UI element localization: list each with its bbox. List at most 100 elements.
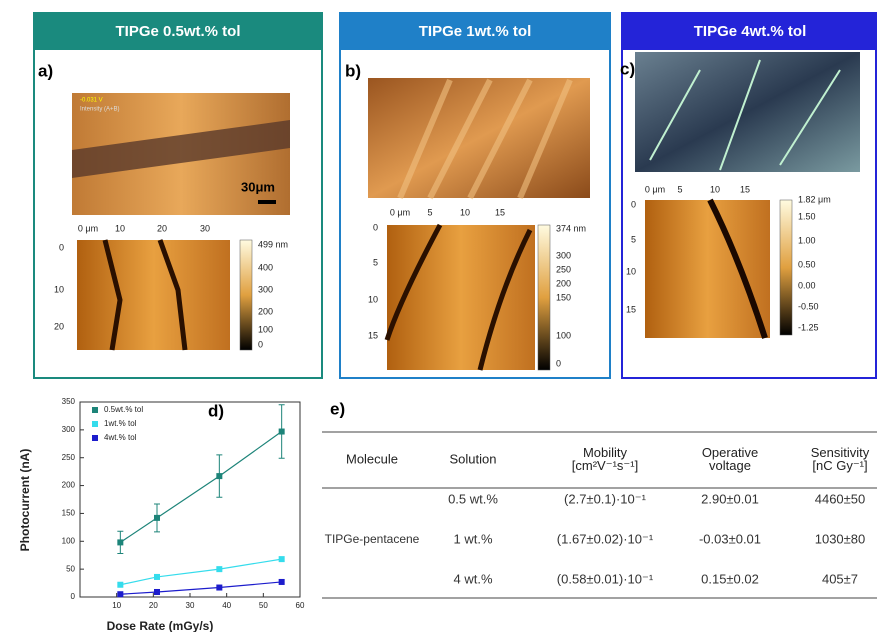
afm-x-label: 10 [115,223,125,233]
table-header: Mobility[cm²V⁻¹s⁻¹] [572,445,638,473]
colorbar-label: 0.00 [798,280,816,290]
y-tick-label: 50 [66,564,75,573]
x-tick-label: 40 [222,601,231,610]
image-text: Intensity (A+B) [80,107,120,113]
panel-label: e) [330,399,345,418]
afm-y-label: 10 [368,294,378,304]
scale-bar [258,200,276,204]
afm-x-label: 10 [460,207,470,217]
colorbar-label: 1.50 [798,211,816,221]
colorbar-label: 400 [258,262,273,272]
colorbar-label: 300 [258,284,273,294]
y-tick-label: 150 [62,509,76,518]
colorbar-label: 200 [258,306,273,316]
marker [154,589,160,595]
colorbar-label: 100 [556,330,571,340]
colorbar-label: 100 [258,324,273,334]
marker [117,582,123,588]
afm-y-label: 0 [59,242,64,252]
afm-image [77,240,230,350]
colorbar-label: -0.50 [798,301,819,311]
scale-bar-label: 30μm [241,179,275,194]
colorbar-label: -1.25 [798,322,819,332]
colorbar [780,200,792,335]
y-tick-label: 0 [71,592,76,601]
colorbar-label: 0 [556,358,561,368]
x-tick-label: 50 [259,601,268,610]
afm-y-label: 0 [373,222,378,232]
table-cell: -0.03±0.01 [699,531,761,546]
afm-x-label: 10 [710,184,720,194]
table-cell: 1 wt.% [453,531,492,546]
afm-x-label: 5 [677,184,682,194]
colorbar-label: 150 [556,292,571,302]
panel-label: d) [208,401,224,420]
table-cell: TIPGe-pentacene [325,532,420,546]
marker [279,556,285,562]
panel-title: TIPGe 4wt.% tol [694,23,807,40]
colorbar-label: 300 [556,250,571,260]
table-cell: (1.67±0.02)·10⁻¹ [557,531,654,546]
table-cell: 4460±50 [815,491,866,506]
marker [216,566,222,572]
afm-y-label: 5 [631,234,636,244]
afm-y-label: 10 [626,266,636,276]
afm-image [387,225,535,370]
legend-marker [92,407,98,413]
marker [117,539,123,545]
colorbar [240,240,252,350]
colorbar-label: 250 [556,264,571,274]
x-tick-label: 60 [296,601,305,610]
afm-x-label: 5 [427,207,432,217]
colorbar [538,225,550,370]
table-cell: 4 wt.% [453,571,492,586]
marker [154,515,160,521]
legend-label: 1wt.% tol [104,419,137,428]
table-header: Molecule [346,451,398,466]
image-text: -0.031 V [80,98,103,104]
afm-x-label: 0 μm [645,184,665,194]
marker [154,574,160,580]
x-tick-label: 10 [112,601,121,610]
colorbar-label: 499 nm [258,239,288,249]
panel-label: a) [38,61,53,80]
y-tick-label: 250 [62,453,76,462]
y-tick-label: 350 [62,397,76,406]
colorbar-label: 1.00 [798,235,816,245]
table-header: Solution [450,451,497,466]
afm-x-label: 0 μm [390,207,410,217]
colorbar-label: 374 nm [556,223,586,233]
afm-y-label: 15 [626,304,636,314]
afm-y-label: 5 [373,257,378,267]
legend-label: 4wt.% tol [104,433,137,442]
panel-label: b) [345,61,361,80]
table-cell: 0.15±0.02 [701,571,759,586]
x-tick-label: 30 [186,601,195,610]
afm-y-label: 0 [631,199,636,209]
table-cell: (0.58±0.01)·10⁻¹ [557,571,654,586]
fit-line [120,432,281,543]
colorbar-label: 0.50 [798,259,816,269]
marker [216,585,222,591]
optical-image [635,52,860,172]
marker [216,473,222,479]
afm-y-label: 15 [368,330,378,340]
afm-x-label: 20 [157,223,167,233]
afm-y-label: 10 [54,284,64,294]
panel-label: c) [620,59,635,78]
table-cell: 1030±80 [815,531,866,546]
x-tick-label: 20 [149,601,158,610]
legend-marker [92,435,98,441]
marker [279,579,285,585]
afm-y-label: 20 [54,321,64,331]
marker [117,591,123,597]
legend-marker [92,421,98,427]
colorbar-label: 1.82 μm [798,194,831,204]
marker [279,429,285,435]
colorbar-label: 0 [258,339,263,349]
afm-x-label: 0 μm [78,223,98,233]
table-header: Sensitivity[nC Gy⁻¹] [811,445,870,473]
figure: TIPGe 0.5wt.% tol a) -0.031 V Intensity … [0,0,877,632]
fit-line [120,582,281,594]
